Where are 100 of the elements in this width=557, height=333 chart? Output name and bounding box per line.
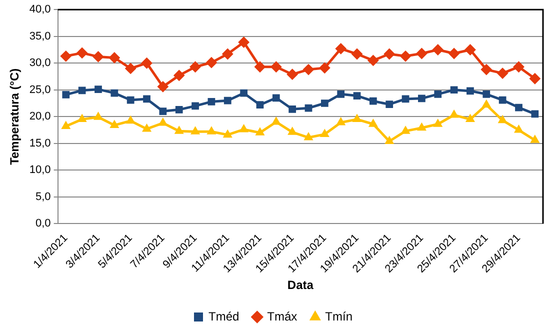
- point: [337, 90, 345, 98]
- point: [384, 136, 394, 144]
- point: [110, 120, 119, 128]
- point: [62, 121, 70, 130]
- point: [353, 92, 361, 100]
- y-tick-label: 0,0: [36, 218, 51, 230]
- point: [400, 50, 412, 62]
- y-tick-label: 5,0: [36, 190, 51, 203]
- point: [208, 98, 216, 106]
- point: [256, 101, 264, 109]
- point: [207, 126, 216, 134]
- point: [288, 127, 297, 135]
- point: [142, 124, 152, 132]
- point: [190, 126, 200, 134]
- y-tick-label: 35,0: [29, 30, 51, 42]
- point: [466, 87, 474, 95]
- point: [158, 118, 168, 126]
- point: [192, 102, 199, 110]
- point: [401, 126, 410, 134]
- y-tick-label: 10,0: [29, 164, 51, 176]
- point: [78, 86, 86, 94]
- point: [497, 68, 508, 79]
- y-tick-label: 20,0: [29, 110, 51, 123]
- point: [256, 128, 264, 136]
- point: [498, 96, 506, 104]
- point: [224, 96, 232, 104]
- point: [126, 116, 135, 124]
- point: [174, 70, 185, 81]
- x-axis-title: Data: [287, 278, 314, 292]
- point: [286, 68, 298, 80]
- point: [92, 51, 104, 62]
- y-axis-title: Temperatura (°C): [8, 68, 22, 165]
- point: [302, 64, 314, 76]
- legend-label: Tmáx: [267, 309, 298, 324]
- point: [94, 86, 102, 94]
- point: [272, 94, 280, 102]
- point: [238, 36, 250, 48]
- point: [239, 124, 248, 132]
- point: [531, 110, 539, 118]
- point: [223, 130, 232, 138]
- point: [240, 89, 248, 97]
- point: [143, 95, 150, 103]
- point: [110, 89, 118, 97]
- point: [108, 52, 120, 64]
- point: [254, 61, 266, 72]
- point: [466, 114, 475, 122]
- point: [336, 118, 346, 126]
- point: [384, 48, 395, 60]
- y-tick-label: 25,0: [29, 84, 51, 96]
- point: [482, 100, 491, 108]
- point: [434, 90, 442, 98]
- point: [530, 135, 540, 143]
- point: [76, 47, 88, 58]
- point: [222, 48, 234, 60]
- point: [450, 86, 458, 94]
- point: [352, 48, 363, 60]
- point: [206, 57, 217, 68]
- point: [370, 97, 377, 105]
- point: [62, 91, 70, 98]
- point: [125, 62, 136, 74]
- point: [402, 95, 410, 103]
- y-tick-label: 40,0: [29, 4, 51, 16]
- point: [190, 61, 201, 72]
- point: [433, 119, 442, 127]
- point: [498, 115, 507, 124]
- point: [432, 44, 444, 56]
- legend-label: Tméd: [208, 309, 240, 324]
- point: [320, 129, 330, 138]
- point: [480, 64, 492, 76]
- point: [141, 58, 152, 69]
- point: [448, 48, 460, 59]
- point: [94, 112, 103, 120]
- point: [174, 126, 184, 134]
- point: [515, 104, 522, 112]
- point: [368, 54, 379, 66]
- point: [175, 106, 183, 114]
- point: [60, 50, 72, 62]
- point: [304, 132, 313, 140]
- point: [464, 44, 476, 56]
- point: [304, 104, 312, 112]
- point: [270, 61, 282, 72]
- point: [529, 73, 540, 84]
- point: [335, 43, 346, 54]
- point: [78, 114, 86, 122]
- point: [352, 114, 362, 122]
- point: [417, 122, 426, 131]
- legend-label: Tmín: [325, 309, 353, 324]
- y-tick-label: 30,0: [29, 57, 51, 70]
- point: [157, 81, 168, 92]
- point: [416, 48, 428, 59]
- point: [159, 108, 167, 115]
- point: [319, 62, 330, 74]
- y-tick-label: 15,0: [29, 137, 51, 150]
- point: [126, 96, 134, 104]
- point: [450, 110, 458, 118]
- point: [386, 100, 394, 108]
- point: [288, 105, 296, 113]
- point: [272, 116, 281, 125]
- point: [514, 125, 524, 133]
- point: [513, 61, 524, 72]
